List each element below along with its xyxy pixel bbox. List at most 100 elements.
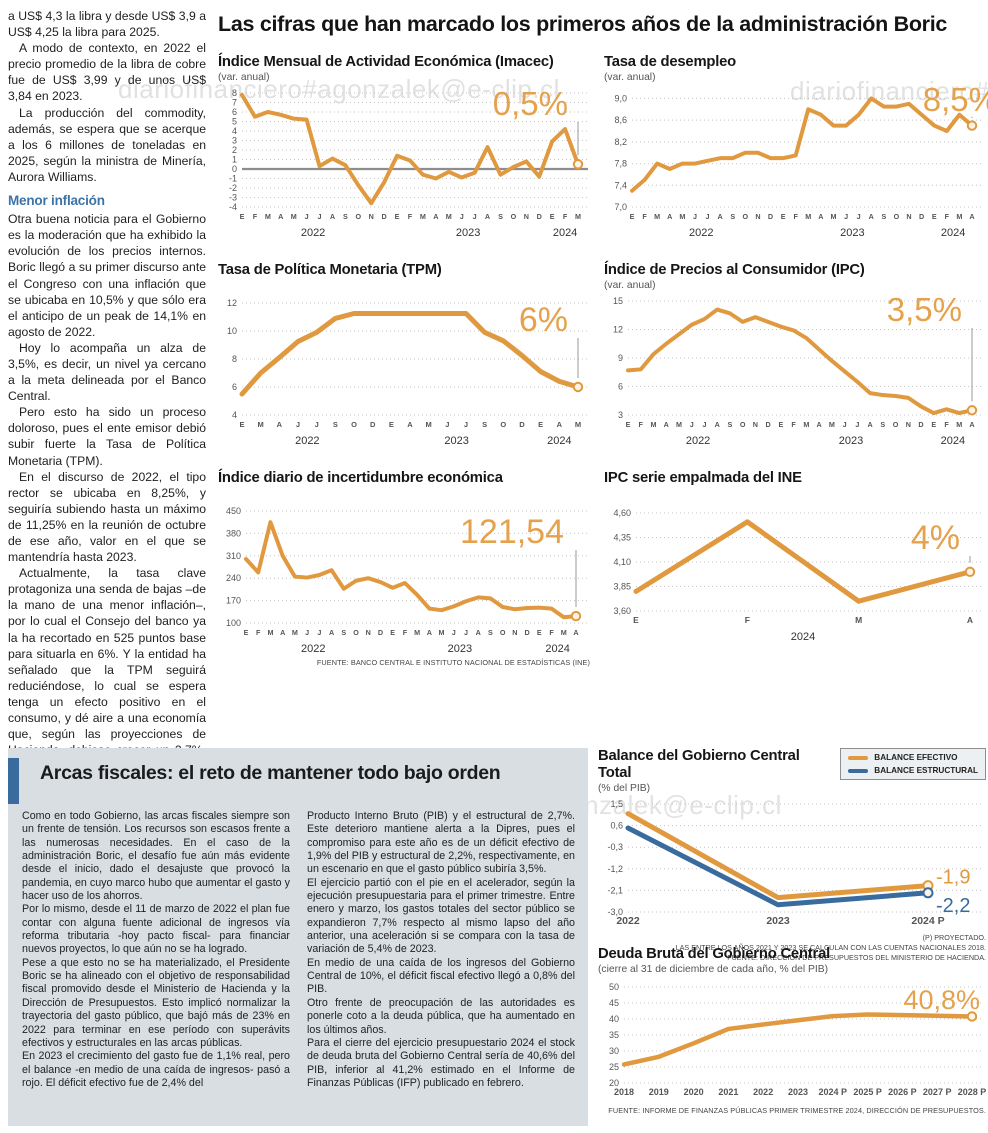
svg-text:D: D [766, 420, 771, 429]
uncertainty-chart: Índice diario de incertidumbre económica… [218, 470, 590, 667]
svg-text:J: J [702, 420, 706, 429]
svg-text:D: D [370, 420, 376, 429]
svg-text:M: M [805, 212, 811, 221]
svg-text:2023: 2023 [444, 435, 468, 447]
footnote: FUENTE: DIRECCIÓN DE PRESUPUESTOS DEL MI… [727, 952, 986, 962]
svg-text:450: 450 [226, 506, 241, 516]
svg-text:2023: 2023 [788, 1087, 808, 1097]
svg-text:7: 7 [232, 98, 237, 108]
svg-text:D: D [519, 420, 525, 429]
svg-text:E: E [244, 628, 249, 637]
svg-text:S: S [880, 420, 885, 429]
svg-text:2023: 2023 [840, 227, 864, 239]
svg-text:3,85: 3,85 [613, 582, 631, 592]
fiscal-column-2: Producto Interno Bruto (PIB) y el estruc… [307, 810, 575, 1090]
svg-text:2023: 2023 [839, 435, 863, 447]
svg-text:A: A [277, 420, 283, 429]
svg-text:2022: 2022 [686, 435, 710, 447]
svg-text:A: A [557, 420, 563, 429]
svg-text:240: 240 [226, 573, 241, 583]
svg-text:2024 P: 2024 P [819, 1087, 848, 1097]
svg-text:E: E [240, 212, 245, 221]
svg-text:6: 6 [618, 382, 623, 392]
svg-text:0: 0 [232, 164, 237, 174]
svg-text:9: 9 [618, 353, 623, 363]
fiscal-panel: Arcas fiscales: el reto de mantener todo… [8, 748, 588, 1126]
svg-text:4: 4 [232, 410, 237, 420]
svg-text:-2,2: -2,2 [936, 895, 970, 917]
svg-text:E: E [626, 420, 631, 429]
svg-text:2022: 2022 [295, 435, 319, 447]
svg-text:A: A [476, 628, 481, 637]
svg-text:J: J [706, 212, 710, 221]
svg-text:J: J [473, 212, 477, 221]
svg-text:0,5%: 0,5% [493, 85, 568, 122]
svg-text:A: A [667, 212, 672, 221]
svg-text:35: 35 [609, 1030, 619, 1040]
svg-text:2022: 2022 [753, 1087, 773, 1097]
svg-text:-2,1: -2,1 [607, 885, 623, 895]
svg-text:2018: 2018 [614, 1087, 634, 1097]
svg-text:A: A [485, 212, 490, 221]
svg-text:O: O [511, 212, 517, 221]
svg-text:A: A [427, 628, 432, 637]
chart-title: Índice diario de incertidumbre económica [218, 470, 503, 486]
svg-text:2021: 2021 [718, 1087, 738, 1097]
svg-text:S: S [333, 420, 338, 429]
svg-text:E: E [931, 420, 936, 429]
svg-text:J: J [464, 628, 468, 637]
svg-text:E: E [781, 212, 786, 221]
svg-text:N: N [524, 212, 529, 221]
chart-title: Índice Mensual de Actividad Económica (I… [218, 54, 554, 70]
svg-text:2023: 2023 [766, 915, 790, 927]
svg-text:2022: 2022 [301, 227, 325, 239]
svg-text:S: S [343, 212, 348, 221]
svg-text:M: M [446, 212, 452, 221]
legend-label: BALANCE ESTRUCTURAL [874, 766, 978, 775]
svg-text:2024: 2024 [547, 435, 571, 447]
unemployment-plot: 9,08,68,27,87,47,0E F M A M J J A S O N D E F M A M J J A S O… [614, 81, 988, 239]
svg-text:E: E [239, 420, 244, 429]
svg-text:E: E [537, 628, 542, 637]
chart-subtitle [218, 279, 590, 292]
chart-title: Tasa de Política Monetaria (TPM) [218, 262, 442, 278]
svg-text:S: S [730, 212, 735, 221]
svg-text:-3: -3 [229, 193, 237, 203]
section-subhead: Menor inflación [8, 193, 105, 209]
svg-text:4,60: 4,60 [613, 508, 631, 518]
article-paragraph: A modo de contexto, en 2022 el precio pr… [8, 41, 206, 104]
svg-text:E: E [633, 615, 639, 625]
svg-text:8,6: 8,6 [614, 115, 627, 125]
svg-text:2022: 2022 [616, 915, 640, 927]
svg-text:8: 8 [232, 88, 237, 98]
svg-text:2024 P: 2024 P [911, 915, 944, 927]
unemployment-chart: Tasa de desempleo (var. anual) 9,0 8,6 8,2… [604, 54, 988, 239]
svg-text:F: F [253, 212, 258, 221]
svg-text:J: J [844, 212, 848, 221]
svg-text:20: 20 [609, 1078, 619, 1088]
legend-label: BALANCE EFECTIVO [874, 753, 958, 762]
svg-text:N: N [906, 212, 911, 221]
chart-subtitle: (var. anual) [604, 280, 656, 291]
imacec-chart: Índice Mensual de Actividad Económica (I… [218, 54, 590, 239]
svg-text:2024: 2024 [941, 435, 965, 447]
svg-text:F: F [945, 212, 950, 221]
legend-item-efectivo: BALANCE EFECTIVO [848, 753, 978, 762]
svg-text:50: 50 [609, 982, 619, 992]
svg-text:2023: 2023 [448, 643, 472, 655]
svg-text:D: D [919, 212, 924, 221]
svg-text:100: 100 [226, 618, 241, 628]
svg-text:3,60: 3,60 [613, 606, 631, 616]
footnote: LAS ENTRE LOS AÑOS 2021 Y 2023 SE CALCUL… [675, 942, 986, 952]
svg-text:M: M [575, 420, 581, 429]
svg-text:E: E [390, 628, 395, 637]
svg-text:F: F [791, 420, 796, 429]
svg-text:2027 P: 2027 P [923, 1087, 952, 1097]
svg-text:O: O [500, 628, 506, 637]
svg-text:D: D [768, 212, 773, 221]
svg-text:O: O [353, 628, 359, 637]
svg-text:6: 6 [232, 107, 237, 117]
svg-text:J: J [317, 628, 321, 637]
